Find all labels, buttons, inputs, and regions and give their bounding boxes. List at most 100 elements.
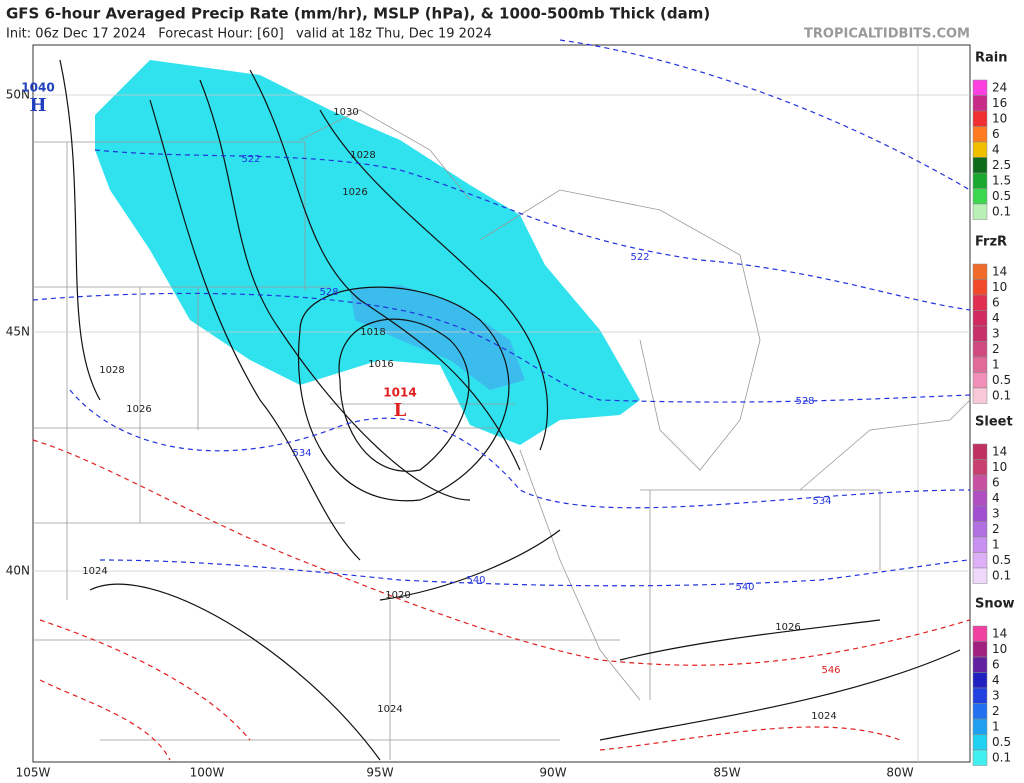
legend-label: 0.5 <box>992 373 1011 387</box>
legend-swatch <box>972 718 988 735</box>
pressure-value: 1040 <box>21 81 54 95</box>
isobar-label: 1018 <box>360 327 385 338</box>
legend-swatch <box>972 734 988 751</box>
lat-label: 40N <box>6 564 30 578</box>
legend-label: 0.5 <box>992 189 1011 203</box>
legend-swatch <box>972 505 988 522</box>
legend-swatch <box>972 310 988 327</box>
isobar-label: 1026 <box>342 187 367 198</box>
legend-label: 3 <box>992 507 1000 521</box>
pressure-letter: L <box>394 400 407 421</box>
legend-swatch <box>972 157 988 174</box>
thickness-label: 522 <box>630 252 649 263</box>
thickness-label: 534 <box>812 496 831 507</box>
thickness-label: 546 <box>821 665 840 676</box>
legend-label: 14 <box>992 445 1007 459</box>
legend-label: 6 <box>992 296 1000 310</box>
legend-swatch <box>972 687 988 704</box>
thickness-label: 522 <box>241 154 260 165</box>
thickness-label: 528 <box>795 396 814 407</box>
isobar-label: 1026 <box>126 404 151 415</box>
legend-label: 0.1 <box>992 205 1011 219</box>
legend-swatch <box>972 521 988 538</box>
legend-label: 3 <box>992 689 1000 703</box>
legend-label: 1.5 <box>992 174 1011 188</box>
thickness-label: 534 <box>292 448 311 459</box>
legend-swatch <box>972 126 988 143</box>
legend-swatch <box>972 141 988 158</box>
legend-swatch <box>972 443 988 460</box>
borders <box>33 109 971 760</box>
legend-swatch <box>972 294 988 311</box>
legend-label: 1 <box>992 720 1000 734</box>
isobars <box>59 59 961 761</box>
lon-label: 100W <box>190 766 225 780</box>
legend-label: 0.5 <box>992 553 1011 567</box>
legend-label: 14 <box>992 265 1007 279</box>
precip-core <box>350 285 525 390</box>
legend-label: 2 <box>992 342 1000 356</box>
legend-label: 10 <box>992 280 1007 294</box>
legend-label: 2 <box>992 522 1000 536</box>
legend-swatch <box>972 474 988 491</box>
legend-label: 0.1 <box>992 751 1011 765</box>
legend-label: 10 <box>992 112 1007 126</box>
legend-swatch <box>972 279 988 296</box>
legend-swatch <box>972 79 988 96</box>
legend-swatch <box>972 490 988 507</box>
lat-label: 45N <box>6 325 30 339</box>
legend-swatch <box>972 749 988 766</box>
legend-swatch <box>972 703 988 720</box>
legend-swatch <box>972 95 988 112</box>
legend-label: 1 <box>992 358 1000 372</box>
legend-label: 6 <box>992 658 1000 672</box>
legend-label: 2 <box>992 704 1000 718</box>
legend-swatch <box>972 625 988 642</box>
legend-label: 6 <box>992 476 1000 490</box>
lon-label: 90W <box>539 766 566 780</box>
isobar-label: 1026 <box>775 622 800 633</box>
legend-label: 24 <box>992 81 1007 95</box>
isobar-label: 1028 <box>350 150 375 161</box>
legend-swatch <box>972 203 988 220</box>
legend-swatch <box>972 656 988 673</box>
thickness-lines <box>32 39 971 587</box>
isobar-label: 1024 <box>811 711 836 722</box>
lon-label: 85W <box>713 766 740 780</box>
legend-swatch <box>972 188 988 205</box>
warm-thickness-lines <box>32 439 971 761</box>
legend-swatch <box>972 356 988 373</box>
legend-title: Snow <box>975 597 1015 612</box>
legend-label: 0.1 <box>992 569 1011 583</box>
pressure-letter: H <box>29 95 46 116</box>
isobar-label: 1024 <box>377 704 402 715</box>
legend-label: 0.1 <box>992 389 1011 403</box>
legend-label: 1 <box>992 538 1000 552</box>
legend-label: 10 <box>992 642 1007 656</box>
legend-label: 4 <box>992 491 1000 505</box>
legend-label: 4 <box>992 143 1000 157</box>
legend-title: Sleet <box>975 415 1013 430</box>
legend-swatch <box>972 672 988 689</box>
legend-swatch <box>972 263 988 280</box>
legend-swatch <box>972 641 988 658</box>
isobar-label: 1016 <box>368 359 393 370</box>
lon-label: 80W <box>886 766 913 780</box>
isobar-label: 1024 <box>82 566 107 577</box>
legend-swatch <box>972 536 988 553</box>
pressure-value: 1014 <box>383 386 416 400</box>
legend-swatch <box>972 552 988 569</box>
legend-swatch <box>972 172 988 189</box>
legend-swatch <box>972 459 988 476</box>
map-layer <box>32 39 971 762</box>
site-credit: TROPICALTIDBITS.COM <box>804 27 970 42</box>
legend-label: 4 <box>992 311 1000 325</box>
legend-swatch <box>972 387 988 404</box>
legend-label: 4 <box>992 673 1000 687</box>
legend-swatch <box>972 567 988 584</box>
thickness-label: 528 <box>319 287 338 298</box>
legend-swatch <box>972 110 988 127</box>
legend-label: 6 <box>992 127 1000 141</box>
